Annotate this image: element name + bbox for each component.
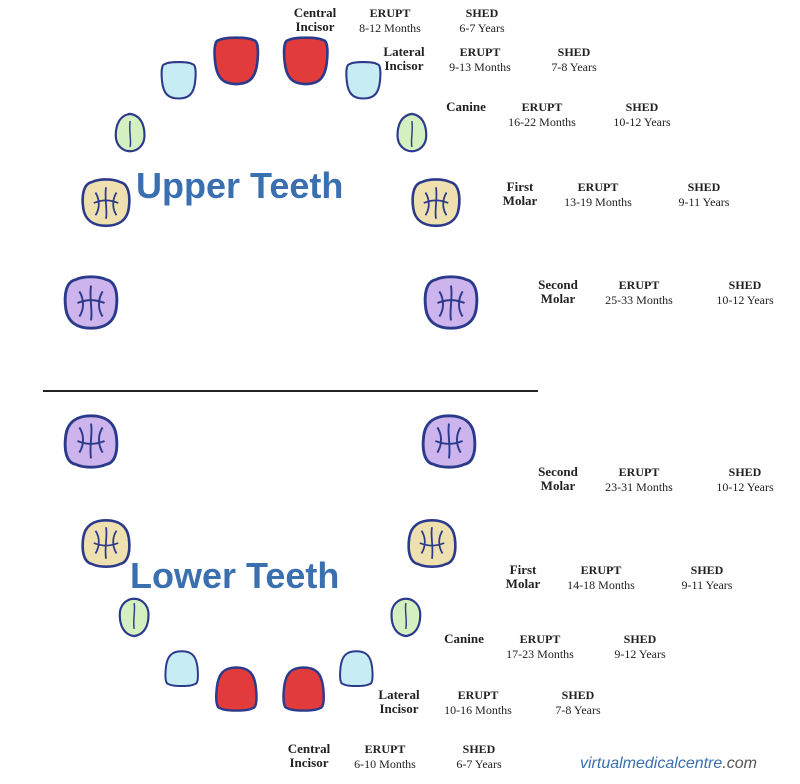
tooth-lower-second: [60, 408, 122, 474]
label-name-l2: Incisor: [385, 58, 424, 73]
tooth-chart: Upper TeethLower TeethCentralIncisorERUP…: [0, 0, 800, 784]
erupt-header: ERUPT: [548, 563, 654, 578]
label-lower-second: SecondMolarERUPT23-31 MonthsSHED10-12 Ye…: [530, 465, 798, 495]
shed-value: 7-8 Years: [527, 60, 621, 75]
erupt-header: ERUPT: [545, 180, 651, 195]
shed-header: SHED: [592, 100, 692, 115]
erupt-value: 10-16 Months: [428, 703, 528, 718]
shed-header: SHED: [436, 6, 528, 21]
shed-value: 6-7 Years: [436, 21, 528, 36]
erupt-header: ERUPT: [433, 45, 527, 60]
erupt-header: ERUPT: [586, 278, 692, 293]
label-upper-central: CentralIncisorERUPT8-12 MonthsSHED6-7 Ye…: [286, 6, 528, 36]
erupt-header: ERUPT: [428, 688, 528, 703]
tooth-upper-first: [78, 172, 134, 234]
tooth-upper-lateral: [158, 56, 202, 108]
label-lower-first: FirstMolarERUPT14-18 MonthsSHED9-11 Year…: [498, 563, 760, 593]
erupt-header: ERUPT: [492, 100, 592, 115]
shed-value: 6-7 Years: [432, 757, 526, 772]
lower-title: Lower Teeth: [130, 555, 339, 597]
shed-value: 9-12 Years: [590, 647, 690, 662]
erupt-value: 17-23 Months: [490, 647, 590, 662]
tooth-upper-central: [210, 34, 266, 92]
label-name-l2: Incisor: [296, 19, 335, 34]
shed-value: 10-12 Years: [592, 115, 692, 130]
shed-header: SHED: [432, 742, 526, 757]
label-name-l2: Incisor: [380, 701, 419, 716]
label-upper-second: SecondMolarERUPT25-33 MonthsSHED10-12 Ye…: [530, 278, 798, 308]
credit-suffix: .com: [722, 755, 757, 772]
label-name-l2: Molar: [503, 193, 538, 208]
tooth-upper-central: [276, 34, 332, 92]
shed-value: 10-12 Years: [692, 480, 798, 495]
erupt-value: 25-33 Months: [586, 293, 692, 308]
label-upper-first: FirstMolarERUPT13-19 MonthsSHED9-11 Year…: [495, 180, 757, 210]
erupt-value: 14-18 Months: [548, 578, 654, 593]
erupt-header: ERUPT: [338, 742, 432, 757]
tooth-lower-central: [276, 660, 328, 714]
erupt-value: 23-31 Months: [586, 480, 692, 495]
label-lower-lateral: LateralIncisorERUPT10-16 MonthsSHED7-8 Y…: [370, 688, 628, 718]
tooth-lower-lateral: [334, 642, 376, 692]
arch-divider: [43, 390, 538, 392]
erupt-value: 8-12 Months: [344, 21, 436, 36]
shed-header: SHED: [692, 278, 798, 293]
shed-header: SHED: [651, 180, 757, 195]
shed-header: SHED: [654, 563, 760, 578]
erupt-value: 16-22 Months: [492, 115, 592, 130]
shed-value: 9-11 Years: [651, 195, 757, 210]
tooth-lower-first: [78, 512, 134, 574]
label-lower-central: CentralIncisorERUPT6-10 MonthsSHED6-7 Ye…: [280, 742, 526, 772]
tooth-lower-first: [404, 512, 460, 574]
erupt-header: ERUPT: [490, 632, 590, 647]
shed-header: SHED: [528, 688, 628, 703]
tooth-upper-second: [420, 270, 482, 336]
label-name-l2: Molar: [506, 576, 541, 591]
tooth-lower-lateral: [162, 642, 204, 692]
tooth-upper-first: [408, 172, 464, 234]
upper-title: Upper Teeth: [136, 165, 343, 207]
shed-header: SHED: [527, 45, 621, 60]
label-name-l2: Molar: [541, 478, 576, 493]
credit-link[interactable]: virtualmedicalcentre.com: [580, 755, 757, 773]
shed-value: 10-12 Years: [692, 293, 798, 308]
tooth-upper-canine: [386, 106, 432, 162]
label-name-l1: Canine: [446, 99, 486, 114]
erupt-value: 9-13 Months: [433, 60, 527, 75]
shed-header: SHED: [692, 465, 798, 480]
label-name-l2: Molar: [541, 291, 576, 306]
tooth-lower-second: [418, 408, 480, 474]
erupt-header: ERUPT: [586, 465, 692, 480]
tooth-lower-central: [212, 660, 264, 714]
label-upper-lateral: LateralIncisorERUPT9-13 MonthsSHED7-8 Ye…: [375, 45, 621, 75]
shed-value: 7-8 Years: [528, 703, 628, 718]
erupt-value: 13-19 Months: [545, 195, 651, 210]
tooth-lower-canine: [114, 590, 160, 642]
label-name-l2: Incisor: [290, 755, 329, 770]
erupt-value: 6-10 Months: [338, 757, 432, 772]
tooth-upper-canine: [110, 106, 156, 162]
tooth-upper-second: [60, 270, 122, 336]
label-lower-canine: Canine ERUPT17-23 MonthsSHED9-12 Years: [438, 632, 690, 662]
erupt-header: ERUPT: [344, 6, 436, 21]
credit-prefix: virtualmedicalcentre: [580, 755, 722, 772]
shed-header: SHED: [590, 632, 690, 647]
label-upper-canine: Canine ERUPT16-22 MonthsSHED10-12 Years: [440, 100, 692, 130]
shed-value: 9-11 Years: [654, 578, 760, 593]
label-name-l1: Canine: [444, 631, 484, 646]
tooth-lower-canine: [380, 590, 426, 642]
